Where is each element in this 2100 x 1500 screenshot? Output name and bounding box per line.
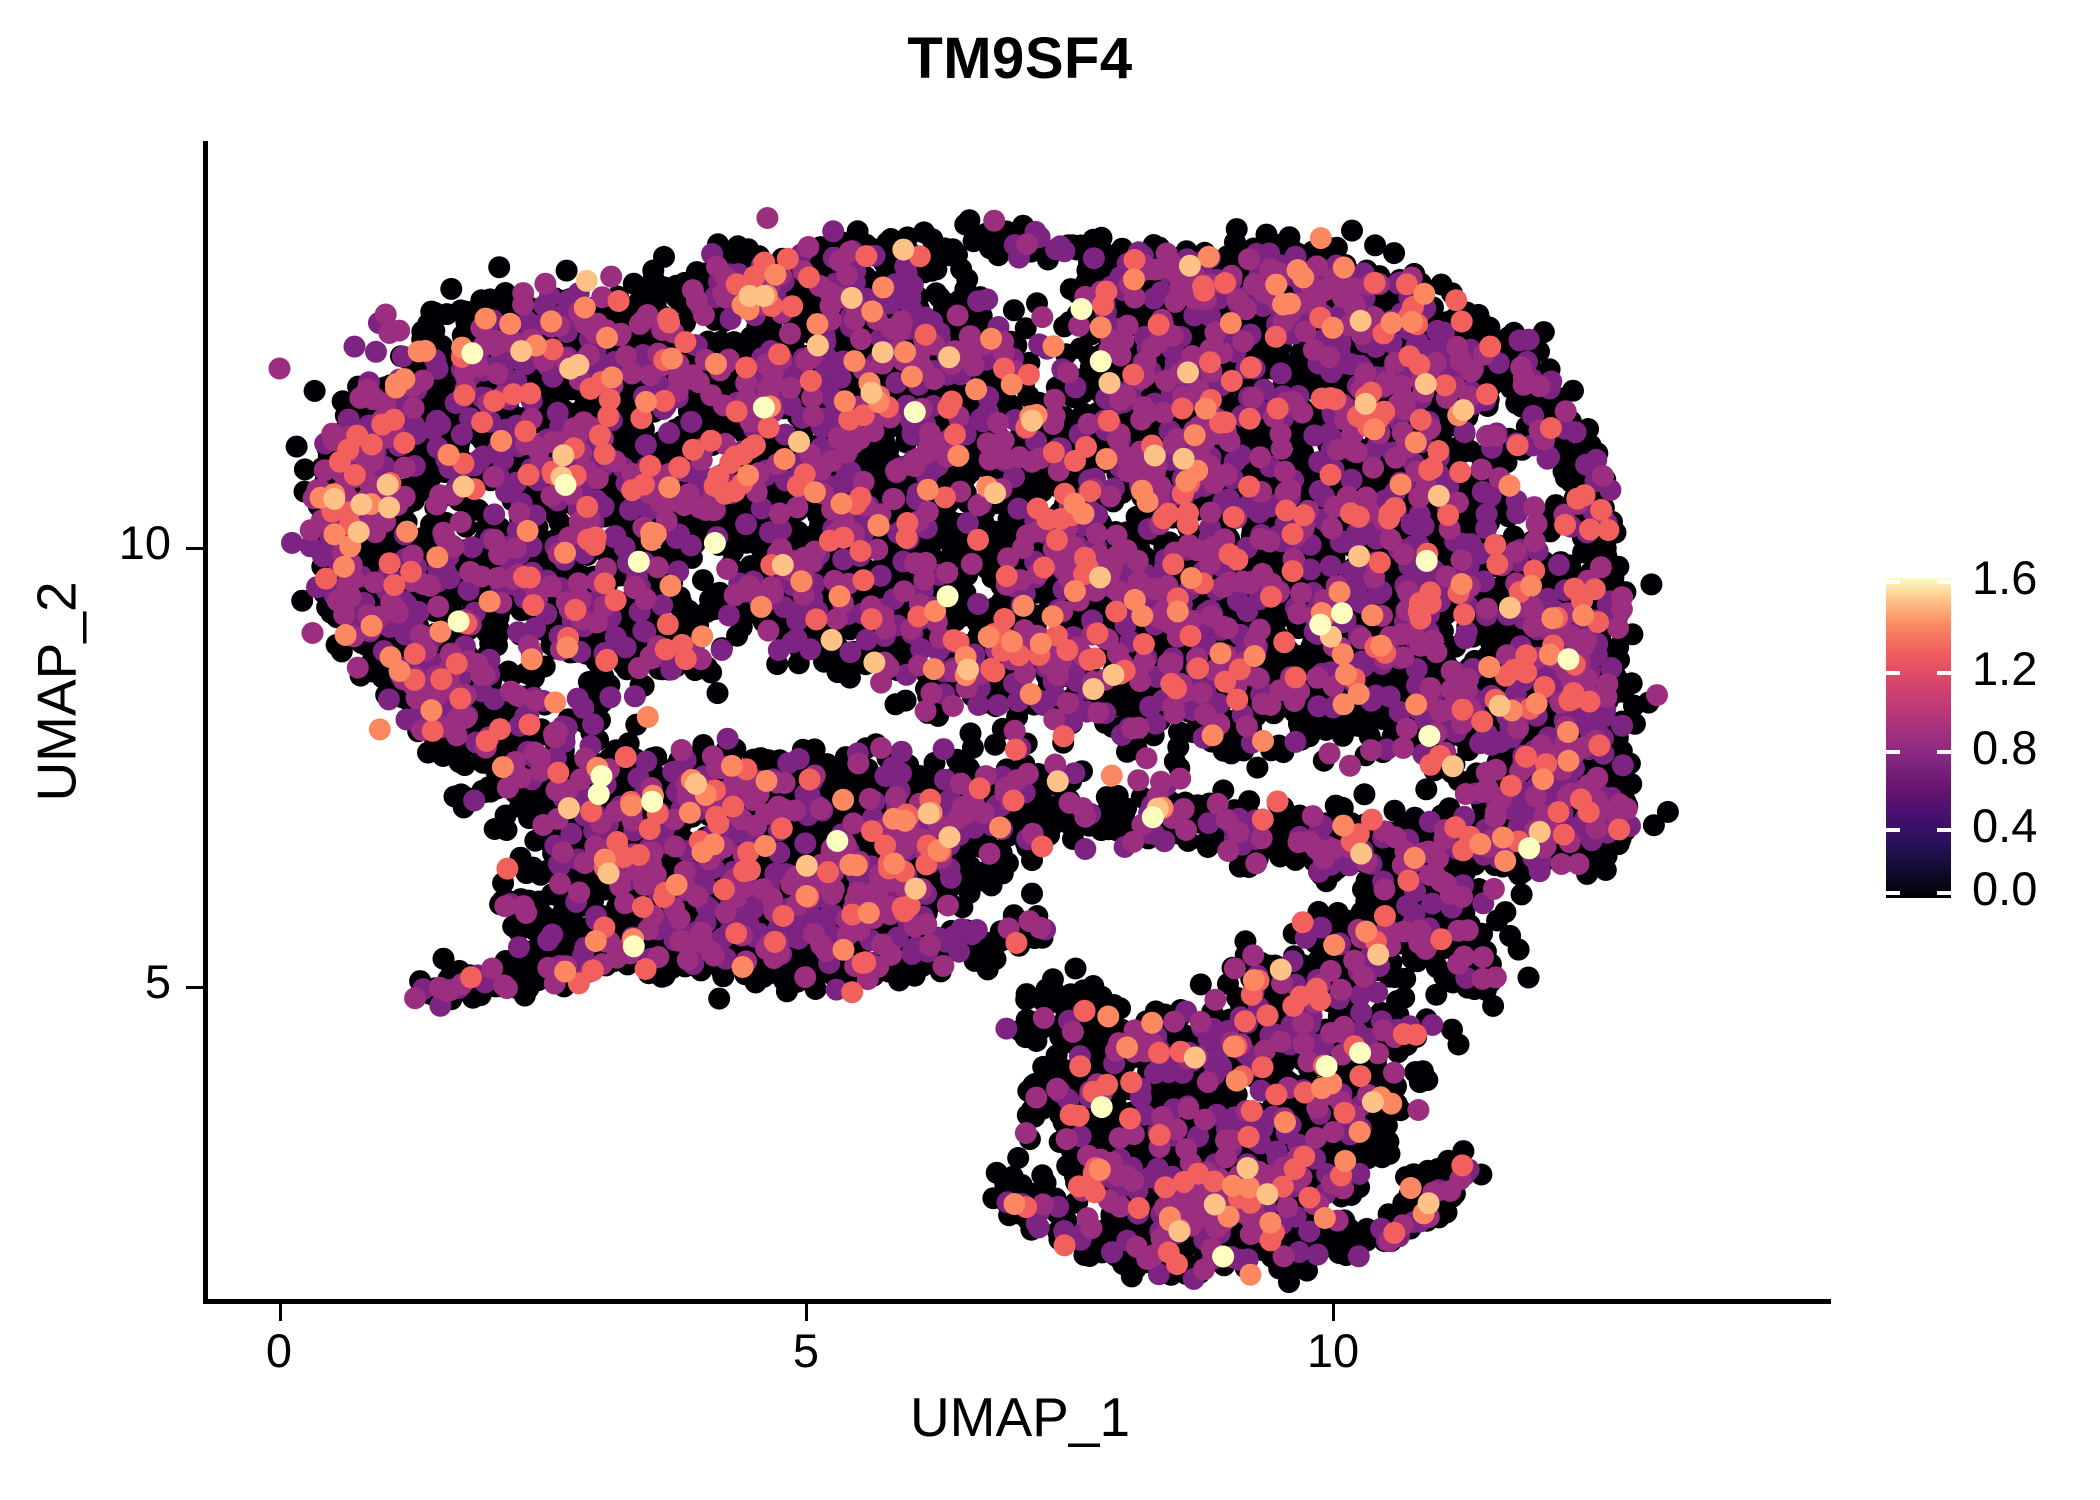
- y-tick-mark-10: [186, 547, 203, 550]
- colorbar-tick-1.6-left: [1886, 580, 1900, 584]
- x-axis-title: UMAP_1: [909, 1386, 1131, 1448]
- colorbar-tick-0.0-right: [1937, 891, 1951, 895]
- colorbar-label-1.2: 1.2: [1972, 642, 2038, 695]
- x-tick-label-10: 10: [1306, 1324, 1360, 1377]
- y-axis-line: [203, 141, 208, 1304]
- colorbar-label-0.8: 0.8: [1972, 721, 2038, 774]
- x-tick-mark-10: [1332, 1304, 1335, 1321]
- page-title: TM9SF4: [907, 26, 1133, 91]
- y-tick-label-5: 5: [144, 955, 171, 1008]
- scatter-layer: [205, 141, 1831, 1301]
- x-tick-mark-0: [279, 1304, 282, 1321]
- colorbar-label-1.6: 1.6: [1972, 551, 2038, 604]
- y-axis-title: UMAP_2: [25, 581, 88, 802]
- x-tick-label-5: 5: [792, 1324, 820, 1377]
- colorbar-tick-0.8-right: [1937, 750, 1951, 754]
- colorbar-legend: 1.6 1.2 0.8 0.4 0.0: [1886, 554, 2086, 912]
- colorbar-tick-0.4-right: [1937, 828, 1951, 832]
- colorbar-label-0.0: 0.0: [1972, 862, 2038, 915]
- colorbar-tick-0.8-left: [1886, 750, 1900, 754]
- plot-panel: [205, 141, 1831, 1301]
- x-tick-label-0: 0: [265, 1324, 293, 1377]
- y-tick-mark-5: [186, 986, 203, 989]
- colorbar-tick-1.2-left: [1886, 671, 1900, 675]
- colorbar-label-0.4: 0.4: [1972, 799, 2038, 852]
- colorbar-tick-1.6-right: [1937, 580, 1951, 584]
- colorbar-tick-1.2-right: [1937, 671, 1951, 675]
- x-tick-mark-5: [805, 1304, 808, 1321]
- colorbar-tick-0.4-left: [1886, 828, 1900, 832]
- x-axis-line: [203, 1299, 1831, 1304]
- y-tick-label-10: 10: [118, 516, 171, 569]
- colorbar-gradient: [1886, 578, 1951, 898]
- colorbar-tick-0.0-left: [1886, 891, 1900, 895]
